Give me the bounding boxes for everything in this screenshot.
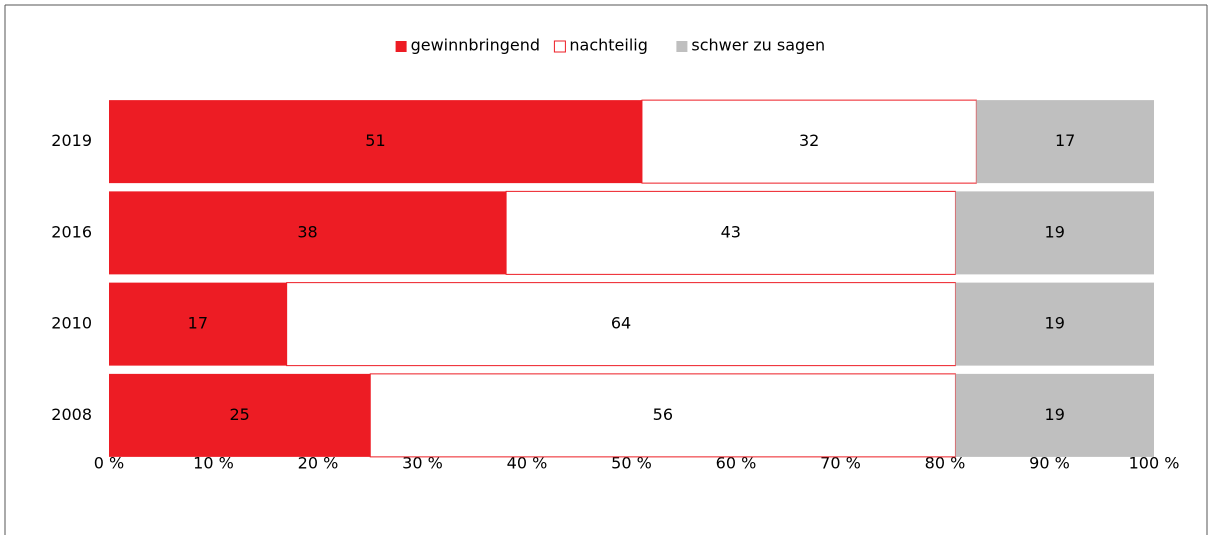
data-label: 19 [1045,405,1065,424]
bar-segment [955,373,1154,457]
data-label: 64 [611,314,631,333]
data-label: 32 [799,131,819,150]
x-tick-label: 50 % [611,454,652,473]
y-tick-label: 2010 [51,314,92,333]
x-tick-label: 70 % [820,454,861,473]
y-tick-label: 2019 [51,131,92,150]
bar-segment [976,100,1154,184]
bar-segment [955,282,1154,366]
data-label: 17 [1055,131,1075,150]
x-tick-label: 40 % [507,454,548,473]
legend-swatch [676,41,688,52]
data-label: 25 [229,405,249,424]
y-tick-label: 2008 [51,405,92,424]
bar-segment [109,191,507,275]
legend-label: schwer zu sagen [691,36,825,55]
data-label: 51 [365,131,385,150]
x-tick-label: 30 % [402,454,443,473]
legend-swatch [553,40,566,53]
y-tick-label: 2016 [51,222,92,241]
legend-label: nachteilig [569,36,648,55]
data-label: 43 [721,222,741,241]
data-label: 19 [1045,314,1065,333]
bar-segment [955,191,1154,275]
data-label: 56 [653,405,673,424]
data-label: 38 [297,222,317,241]
bar-segment [369,373,956,458]
x-tick-label: 60 % [716,454,757,473]
x-tick-label: 0 % [94,454,124,473]
legend-swatch [395,41,407,52]
bar-segment [505,190,956,275]
bar-segment [286,282,956,367]
legend-label: gewinnbringend [411,36,540,55]
x-tick-label: 20 % [298,454,339,473]
x-tick-label: 10 % [193,454,234,473]
bar-segment [109,100,642,184]
bar-segment [109,373,371,457]
data-label: 17 [188,314,208,333]
bar-segment [109,282,287,366]
x-tick-label: 80 % [925,454,966,473]
frame [4,4,1208,535]
x-tick-label: 90 % [1029,454,1070,473]
bar-segment [641,99,977,184]
x-tick-label: 100 % [1129,454,1180,473]
data-label: 19 [1045,222,1065,241]
